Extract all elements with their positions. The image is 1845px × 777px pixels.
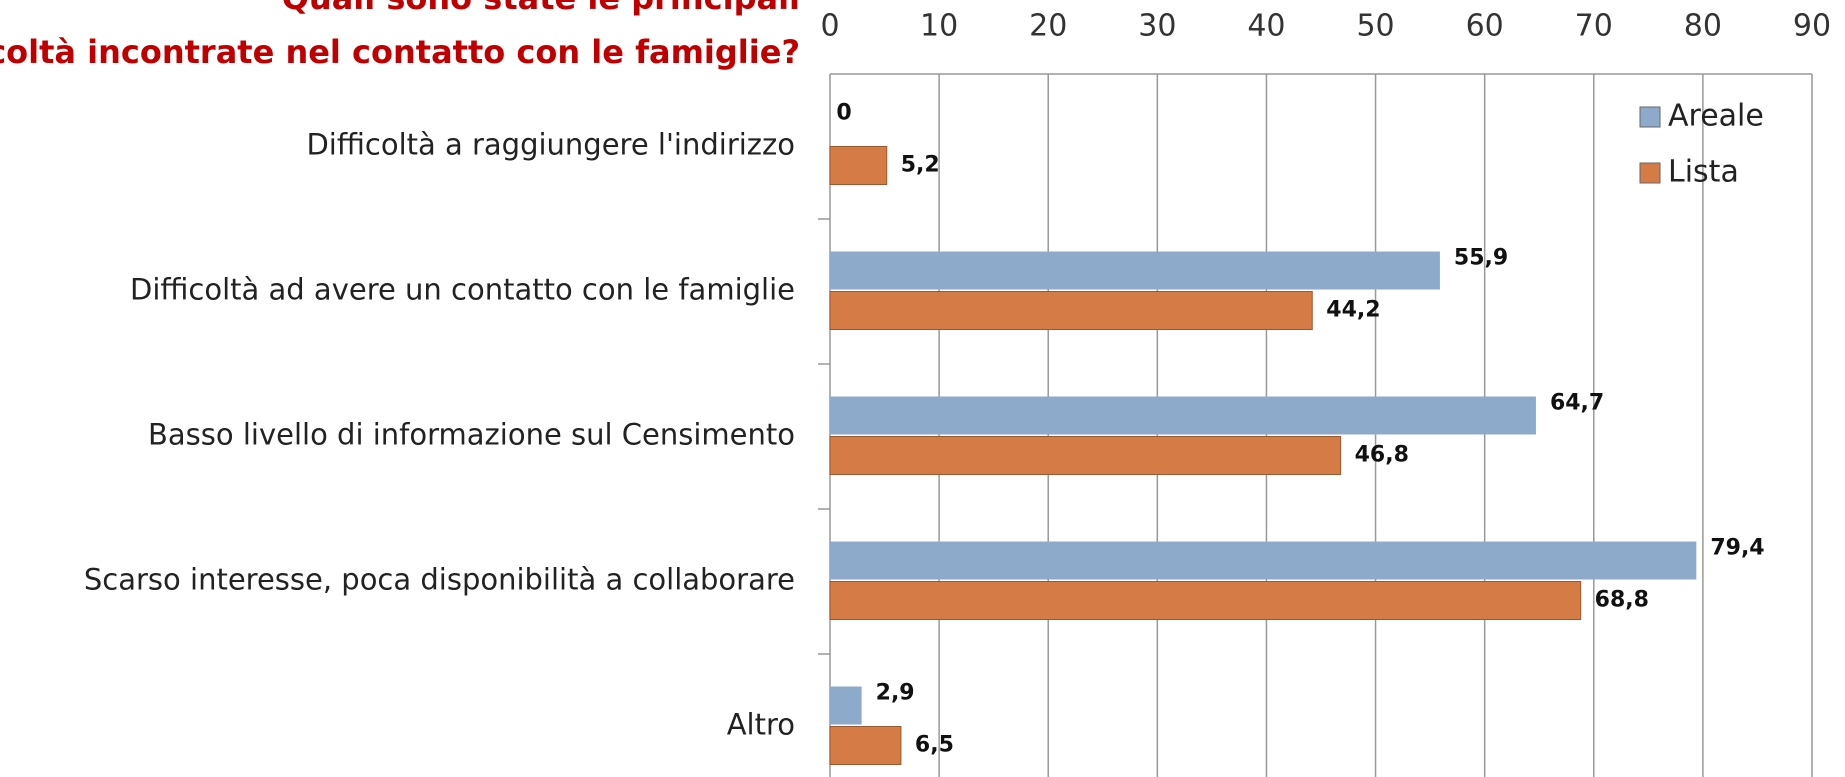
x-tick-label: 60 — [1466, 9, 1504, 44]
bar — [830, 251, 1440, 290]
data-label: 6,5 — [915, 733, 954, 758]
bar — [829, 291, 1313, 330]
x-tick-label: 40 — [1247, 9, 1285, 44]
x-tick-label: 30 — [1138, 9, 1176, 44]
bar — [829, 726, 902, 765]
x-tick-label: 20 — [1029, 9, 1067, 44]
data-label: 0 — [836, 101, 851, 126]
chart-title: Quali sono state le principalidifficoltà… — [0, 0, 800, 71]
data-label: 46,8 — [1355, 443, 1409, 468]
y-tick-label: Difficoltà ad avere un contatto con le f… — [130, 273, 795, 307]
legend-swatch — [1639, 106, 1661, 128]
bar — [829, 436, 1342, 475]
x-tick-label: 10 — [920, 9, 958, 44]
x-tick-label: 80 — [1684, 9, 1722, 44]
x-tick-label: 70 — [1575, 9, 1613, 44]
y-tick-label: Difficoltà a raggiungere l'indirizzo — [306, 128, 795, 162]
legend-label: Areale — [1668, 99, 1764, 134]
bar — [830, 686, 862, 725]
data-label: 5,2 — [901, 153, 940, 178]
y-tick-label: Basso livello di informazione sul Censim… — [148, 418, 795, 452]
x-tick-label: 50 — [1356, 9, 1394, 44]
bar — [830, 396, 1536, 435]
y-tick-label: Scarso interesse, poca disponibilità a c… — [84, 563, 795, 597]
bar — [829, 581, 1582, 620]
y-tick-label: Altro — [727, 708, 795, 742]
data-label: 44,2 — [1326, 298, 1380, 323]
legend-swatch — [1639, 162, 1661, 184]
data-label: 64,7 — [1550, 391, 1604, 416]
data-label: 68,8 — [1595, 588, 1649, 613]
data-label: 55,9 — [1454, 246, 1508, 271]
x-tick-label: 90 — [1793, 9, 1831, 44]
bar — [830, 541, 1697, 580]
data-label: 2,9 — [876, 681, 915, 706]
bar — [829, 146, 888, 185]
data-label: 79,4 — [1710, 536, 1764, 561]
legend-label: Lista — [1668, 155, 1739, 190]
x-tick-label: 0 — [820, 9, 839, 44]
